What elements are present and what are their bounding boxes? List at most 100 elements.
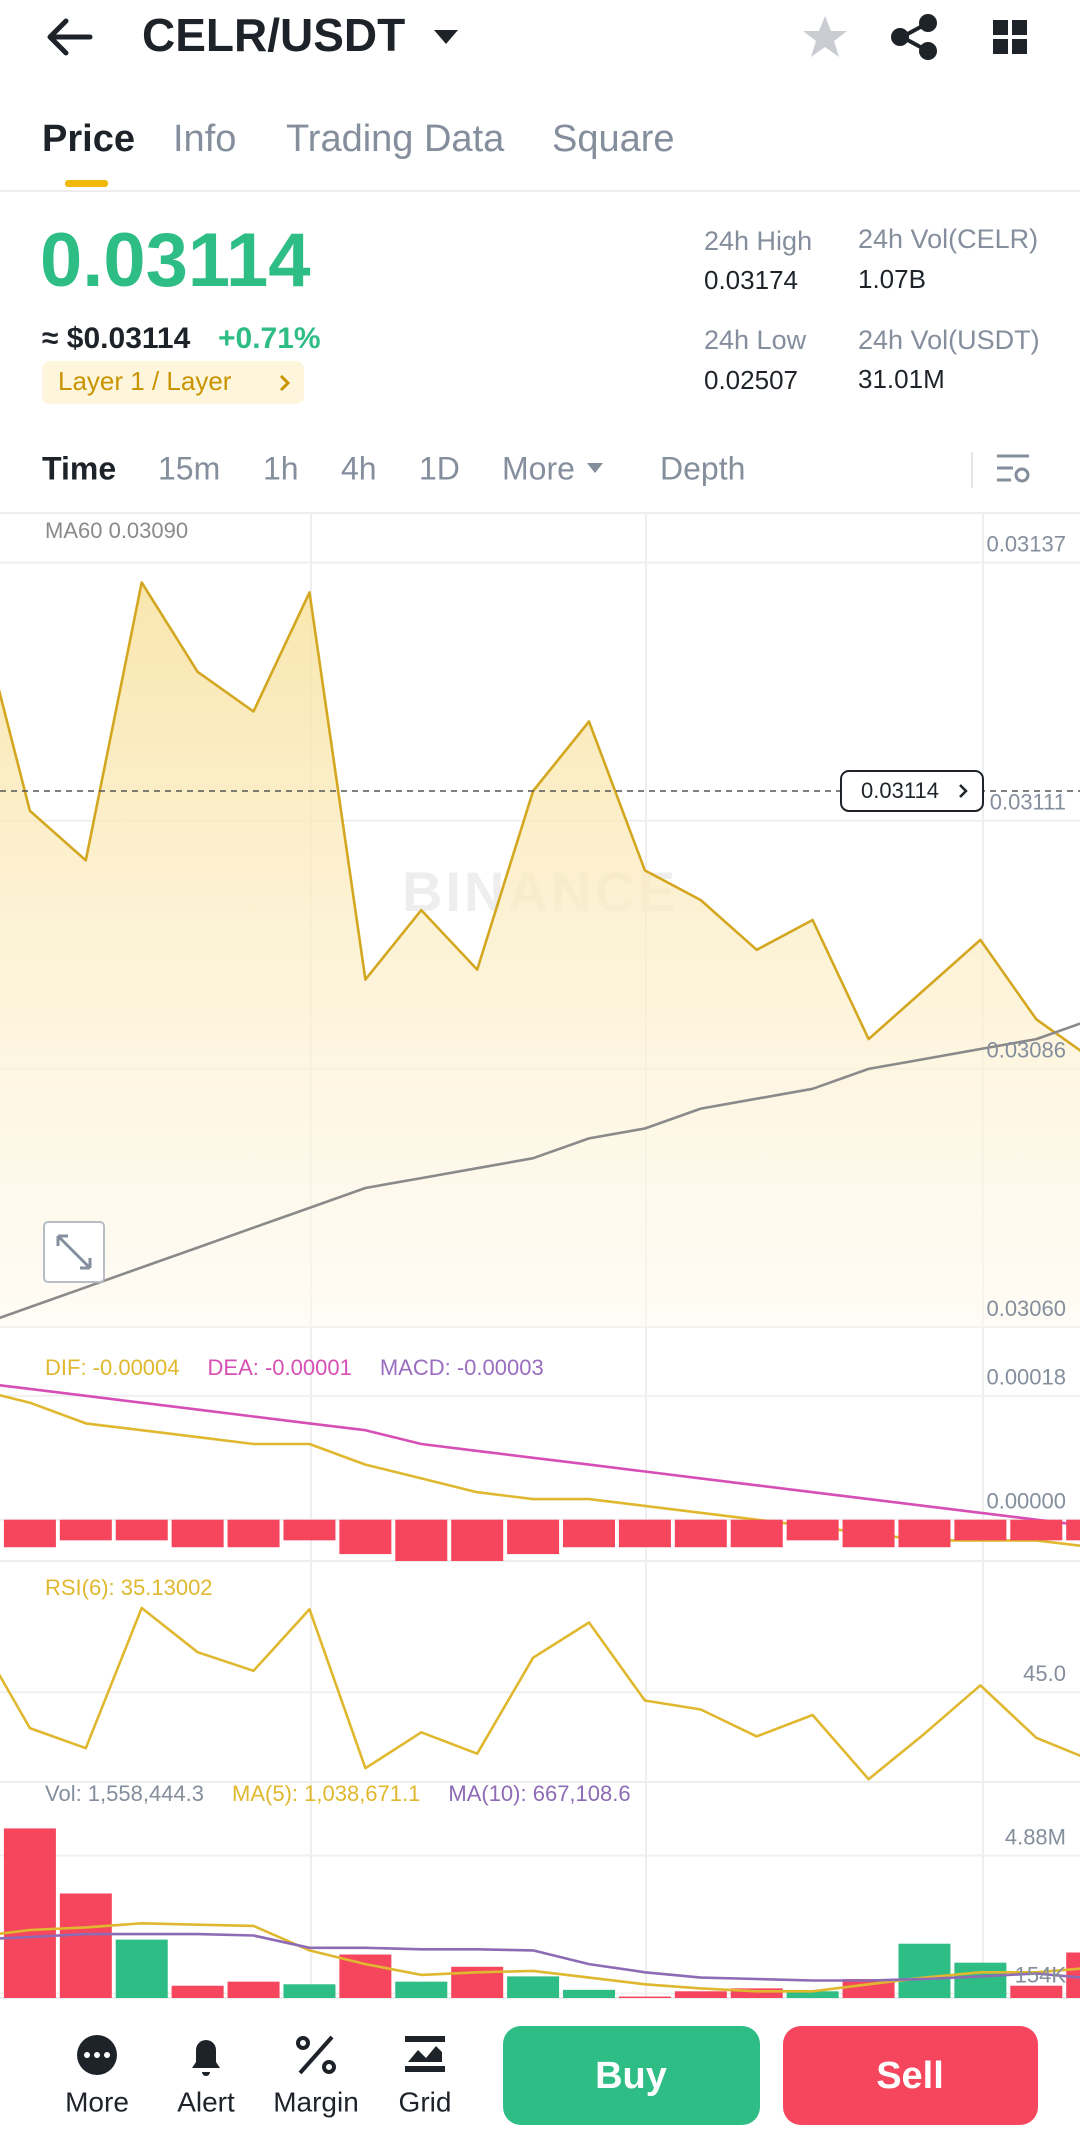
current-price-box bbox=[840, 769, 984, 812]
interval[interactable]: 1D bbox=[419, 450, 460, 486]
sell-label[interactable]: Sell bbox=[876, 2055, 944, 2097]
bar bbox=[786, 1519, 839, 1541]
layout-button[interactable] bbox=[993, 20, 1027, 54]
bar bbox=[730, 1519, 783, 1548]
alert-icon[interactable] bbox=[192, 2040, 220, 2076]
pair-title[interactable]: CELR/USDT bbox=[142, 9, 405, 61]
legend-label: MA(10): 667,108.6 bbox=[448, 1781, 630, 1806]
interval[interactable]: 15m bbox=[158, 450, 220, 486]
expand-button[interactable] bbox=[43, 1221, 105, 1283]
y-tick-label: 0.03111 bbox=[990, 790, 1066, 815]
tab[interactable]: Trading Data bbox=[286, 118, 505, 160]
bar bbox=[59, 1893, 112, 1998]
stat-label: 24h Low bbox=[704, 325, 807, 355]
area-fill bbox=[0, 582, 1080, 1327]
bar bbox=[563, 1519, 616, 1548]
stat-value: 0.03174 bbox=[704, 265, 798, 295]
bar bbox=[339, 1954, 392, 1998]
interval[interactable]: 1h bbox=[263, 450, 299, 486]
tab[interactable]: Price bbox=[42, 118, 135, 160]
buy-button[interactable] bbox=[503, 2026, 760, 2125]
bar bbox=[954, 1519, 1007, 1541]
bar bbox=[283, 1519, 336, 1541]
share-button[interactable] bbox=[891, 14, 937, 60]
tag-badge[interactable] bbox=[42, 361, 304, 404]
y-tick-label: 4.88M bbox=[1005, 1824, 1066, 1849]
bar bbox=[618, 1996, 671, 1998]
mark-layer bbox=[0, 581, 1080, 1998]
legend-label: DIF: -0.00004 bbox=[45, 1355, 180, 1380]
bar bbox=[115, 1939, 168, 1998]
bar bbox=[3, 1828, 56, 1998]
tab-indicator bbox=[65, 180, 108, 187]
nav-label[interactable]: More bbox=[65, 2086, 129, 2117]
more-icon[interactable] bbox=[77, 2035, 117, 2075]
stat-label: 24h Vol(USDT) bbox=[858, 325, 1040, 355]
favorite-star[interactable] bbox=[803, 16, 847, 57]
bar bbox=[898, 1943, 951, 1998]
bar bbox=[898, 1519, 951, 1548]
more-caret bbox=[587, 463, 603, 473]
y-tick-label: 0.03137 bbox=[986, 531, 1066, 556]
legend-label: RSI(6): 35.13002 bbox=[45, 1575, 213, 1600]
interval[interactable]: 4h bbox=[341, 450, 377, 486]
current-price-chevron bbox=[959, 784, 968, 798]
stat-label: 24h Vol(CELR) bbox=[858, 224, 1038, 254]
legend-label: DEA: -0.00001 bbox=[208, 1355, 352, 1380]
tag-label[interactable]: Layer 1 / Layer bbox=[58, 366, 232, 396]
back-button[interactable] bbox=[47, 18, 93, 56]
interval[interactable]: More bbox=[502, 450, 575, 486]
nav-label[interactable]: Grid bbox=[399, 2086, 452, 2117]
bar bbox=[1010, 1985, 1063, 1998]
y-tick-label: 154K bbox=[1015, 1962, 1067, 1987]
tag-chevron bbox=[279, 374, 291, 392]
y-tick-label: 0.03086 bbox=[986, 1038, 1066, 1063]
last-price: 0.03114 bbox=[40, 218, 311, 303]
bar bbox=[227, 1981, 280, 1998]
bar bbox=[395, 1981, 448, 1998]
sell-button[interactable] bbox=[783, 2026, 1038, 2125]
bar bbox=[507, 1976, 560, 1998]
tab[interactable]: Info bbox=[173, 118, 236, 160]
bar bbox=[786, 1991, 839, 1998]
pair-caret[interactable] bbox=[434, 30, 458, 44]
interval[interactable]: Time bbox=[42, 450, 116, 486]
current-price-label: 0.03114 bbox=[861, 778, 939, 803]
stat-value: 0.02507 bbox=[704, 365, 798, 395]
bar bbox=[395, 1519, 448, 1561]
bar bbox=[451, 1519, 504, 1561]
legend-label: MA60 0.03090 bbox=[45, 518, 188, 543]
grid-icon[interactable] bbox=[405, 2036, 445, 2072]
interval[interactable]: Depth bbox=[660, 450, 745, 486]
bar bbox=[618, 1519, 671, 1548]
line bbox=[0, 1383, 1080, 1527]
bar bbox=[115, 1519, 168, 1541]
buy-label[interactable]: Buy bbox=[595, 2055, 667, 2097]
bar bbox=[730, 1988, 783, 1998]
label-layer: 0.03137 0.03111 0.03086 0.03060 0.03114 MA60 … bbox=[0, 518, 1080, 1987]
legend-label: Vol: 1,558,444.3 bbox=[45, 1781, 204, 1806]
stat-value: 31.01M bbox=[858, 364, 945, 394]
bar bbox=[563, 1989, 616, 1998]
y-tick-label: 0.03060 bbox=[986, 1296, 1066, 1321]
nav-label[interactable]: Margin bbox=[273, 2086, 359, 2117]
bar bbox=[283, 1984, 336, 1998]
bar bbox=[339, 1519, 392, 1555]
y-tick-label: 0.00018 bbox=[986, 1365, 1066, 1390]
y-tick-label: 45.0 bbox=[1023, 1661, 1066, 1686]
nav-label[interactable]: Alert bbox=[177, 2086, 235, 2117]
fiat-price: ≈ $0.03114 bbox=[42, 322, 191, 355]
line bbox=[0, 1932, 1080, 1982]
bar bbox=[674, 1991, 727, 1998]
bar bbox=[227, 1519, 280, 1548]
tab[interactable]: Square bbox=[552, 118, 675, 160]
legend-label: MA(5): 1,038,671.1 bbox=[232, 1781, 420, 1806]
y-tick-label: 0.00000 bbox=[986, 1489, 1066, 1514]
margin-icon[interactable] bbox=[296, 2035, 336, 2075]
chart-settings[interactable] bbox=[997, 454, 1030, 483]
bar bbox=[674, 1519, 727, 1548]
legend-label: MACD: -0.00003 bbox=[380, 1355, 544, 1380]
price-change: +0.71% bbox=[218, 322, 321, 355]
bar bbox=[954, 1962, 1007, 1998]
